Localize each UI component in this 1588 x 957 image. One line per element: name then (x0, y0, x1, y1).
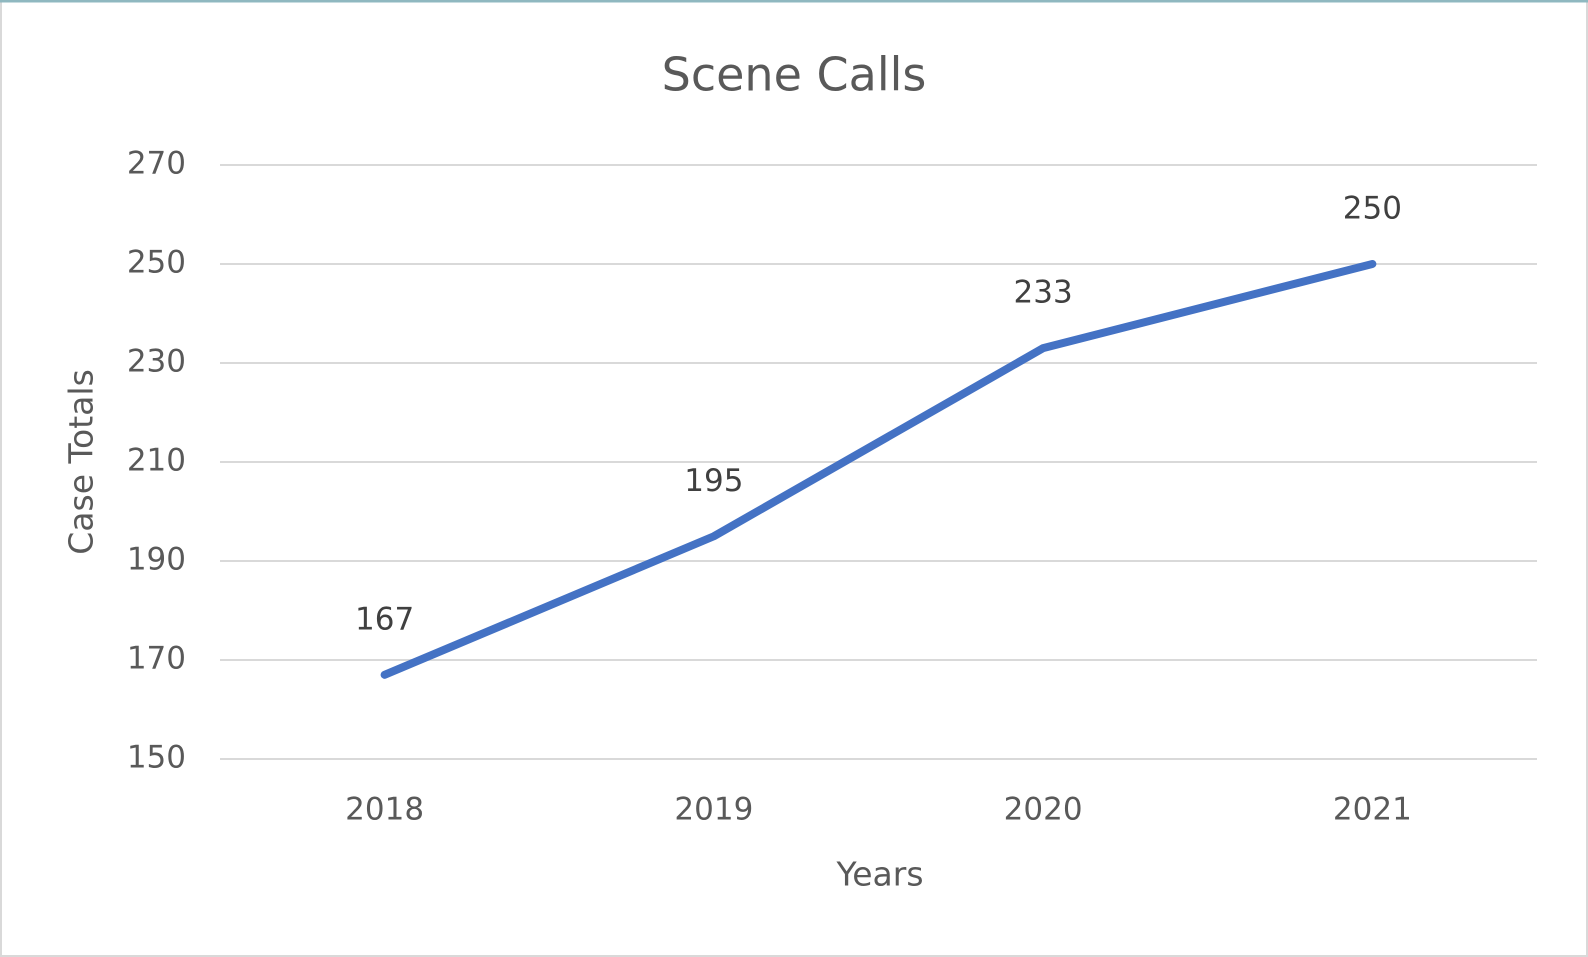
data-label: 233 (1014, 275, 1073, 311)
data-label: 195 (684, 463, 743, 499)
y-tick-label: 150 (127, 740, 186, 776)
x-axis-title: Years (835, 855, 923, 894)
y-tick-label: 210 (127, 443, 186, 479)
y-tick-label: 170 (127, 641, 186, 677)
chart-title: Scene Calls (662, 48, 927, 102)
y-axis-title: Case Totals (62, 369, 101, 555)
y-tick-label: 250 (127, 245, 186, 281)
x-tick-label: 2021 (1333, 792, 1412, 828)
x-tick-label: 2018 (345, 792, 424, 828)
data-label: 167 (355, 601, 414, 637)
x-tick-label: 2020 (1004, 792, 1083, 828)
y-tick-label: 230 (127, 344, 186, 380)
x-tick-label: 2019 (674, 792, 753, 828)
y-tick-label: 270 (127, 146, 186, 182)
data-line (380, 260, 1377, 679)
y-tick-label: 190 (127, 542, 186, 578)
data-label: 250 (1343, 191, 1402, 227)
